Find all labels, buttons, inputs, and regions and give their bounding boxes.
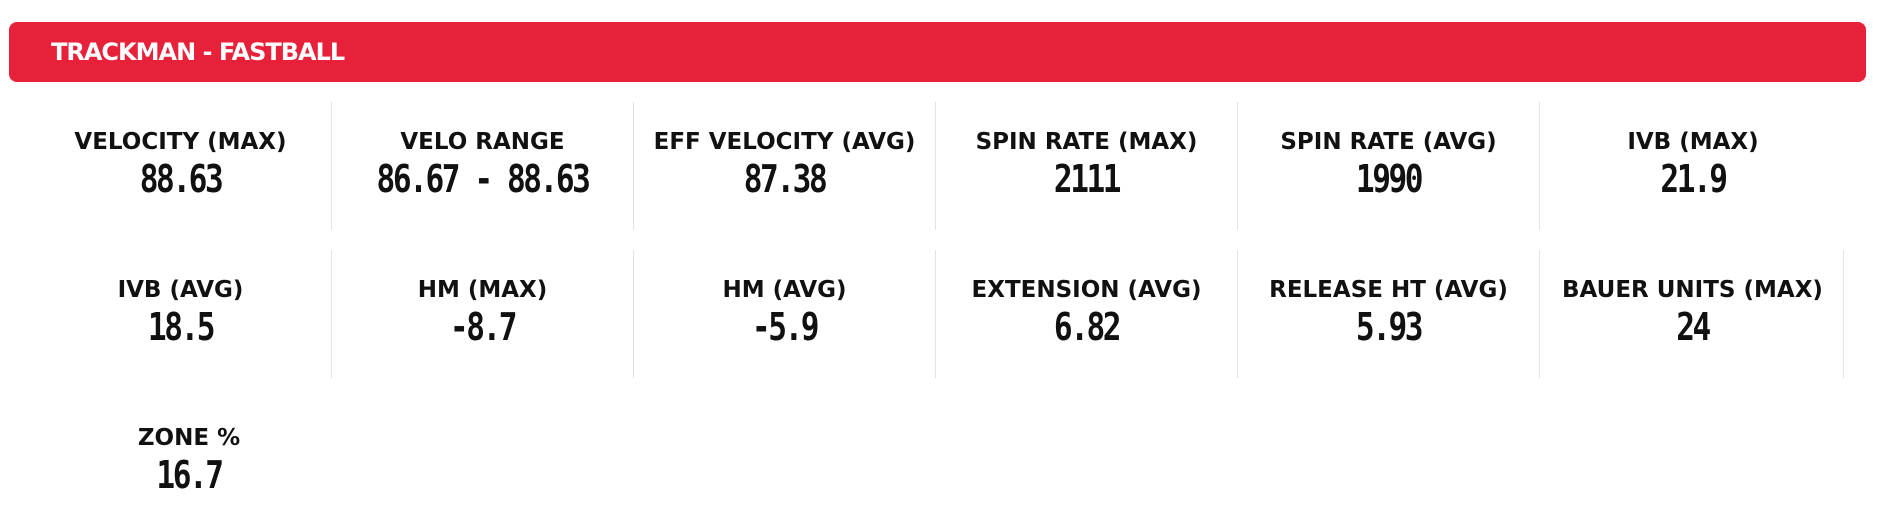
stat-value: -8.7 — [449, 305, 518, 349]
stat-value: 5.93 — [1355, 305, 1424, 349]
stat-value: 88.63 — [139, 157, 224, 201]
stat-label: IVB (MAX) — [1627, 129, 1759, 155]
stat-hm-max: HM (MAX) -8.7 — [332, 250, 634, 378]
stat-hm-avg: HM (AVG) -5.9 — [634, 250, 936, 378]
stat-label: IVB (AVG) — [117, 277, 244, 303]
stat-eff-velocity-avg: EFF VELOCITY (AVG) 87.38 — [634, 102, 936, 230]
stat-label: BAUER UNITS (MAX) — [1562, 277, 1823, 303]
stat-release-ht-avg: RELEASE HT (AVG) 5.93 — [1238, 250, 1540, 378]
stat-value: -5.9 — [751, 305, 820, 349]
stat-label: ZONE % — [137, 425, 241, 451]
stat-label: VELOCITY (MAX) — [74, 129, 287, 155]
stat-value: 21.9 — [1660, 157, 1728, 201]
stat-value: 18.5 — [147, 305, 216, 349]
stat-value: 86.67 - 88.63 — [376, 157, 591, 201]
stat-value: 87.38 — [743, 157, 828, 201]
stat-label: EXTENSION (AVG) — [971, 277, 1202, 303]
stat-extension-avg: EXTENSION (AVG) 6.82 — [936, 250, 1238, 378]
stat-zone-pct: ZONE % 16.7 — [38, 398, 340, 508]
stat-ivb-max: IVB (MAX) 21.9 — [1542, 102, 1844, 230]
stat-value: 2111 — [1053, 157, 1122, 201]
stat-value: 6.82 — [1053, 305, 1122, 349]
stat-spin-rate-avg: SPIN RATE (AVG) 1990 — [1238, 102, 1540, 230]
section-header: TRACKMAN - FASTBALL — [9, 22, 1866, 82]
stat-spin-rate-max: SPIN RATE (MAX) 2111 — [936, 102, 1238, 230]
stat-label: VELO RANGE — [400, 129, 565, 155]
stat-value: 16.7 — [156, 453, 224, 497]
stat-label: HM (MAX) — [417, 277, 548, 303]
stat-value: 1990 — [1355, 157, 1424, 201]
stat-label: EFF VELOCITY (AVG) — [653, 129, 916, 155]
section-title: TRACKMAN - FASTBALL — [51, 38, 345, 66]
stat-value: 24 — [1676, 305, 1711, 349]
stat-velocity-max: VELOCITY (MAX) 88.63 — [30, 102, 332, 230]
stat-velo-range: VELO RANGE 86.67 - 88.63 — [332, 102, 634, 230]
stat-label: HM (AVG) — [722, 277, 847, 303]
stat-label: RELEASE HT (AVG) — [1269, 277, 1508, 303]
stat-label: SPIN RATE (AVG) — [1280, 129, 1497, 155]
stat-ivb-avg: IVB (AVG) 18.5 — [30, 250, 332, 378]
stat-label: SPIN RATE (MAX) — [975, 129, 1198, 155]
stat-bauer-units-max: BAUER UNITS (MAX) 24 — [1542, 250, 1844, 378]
